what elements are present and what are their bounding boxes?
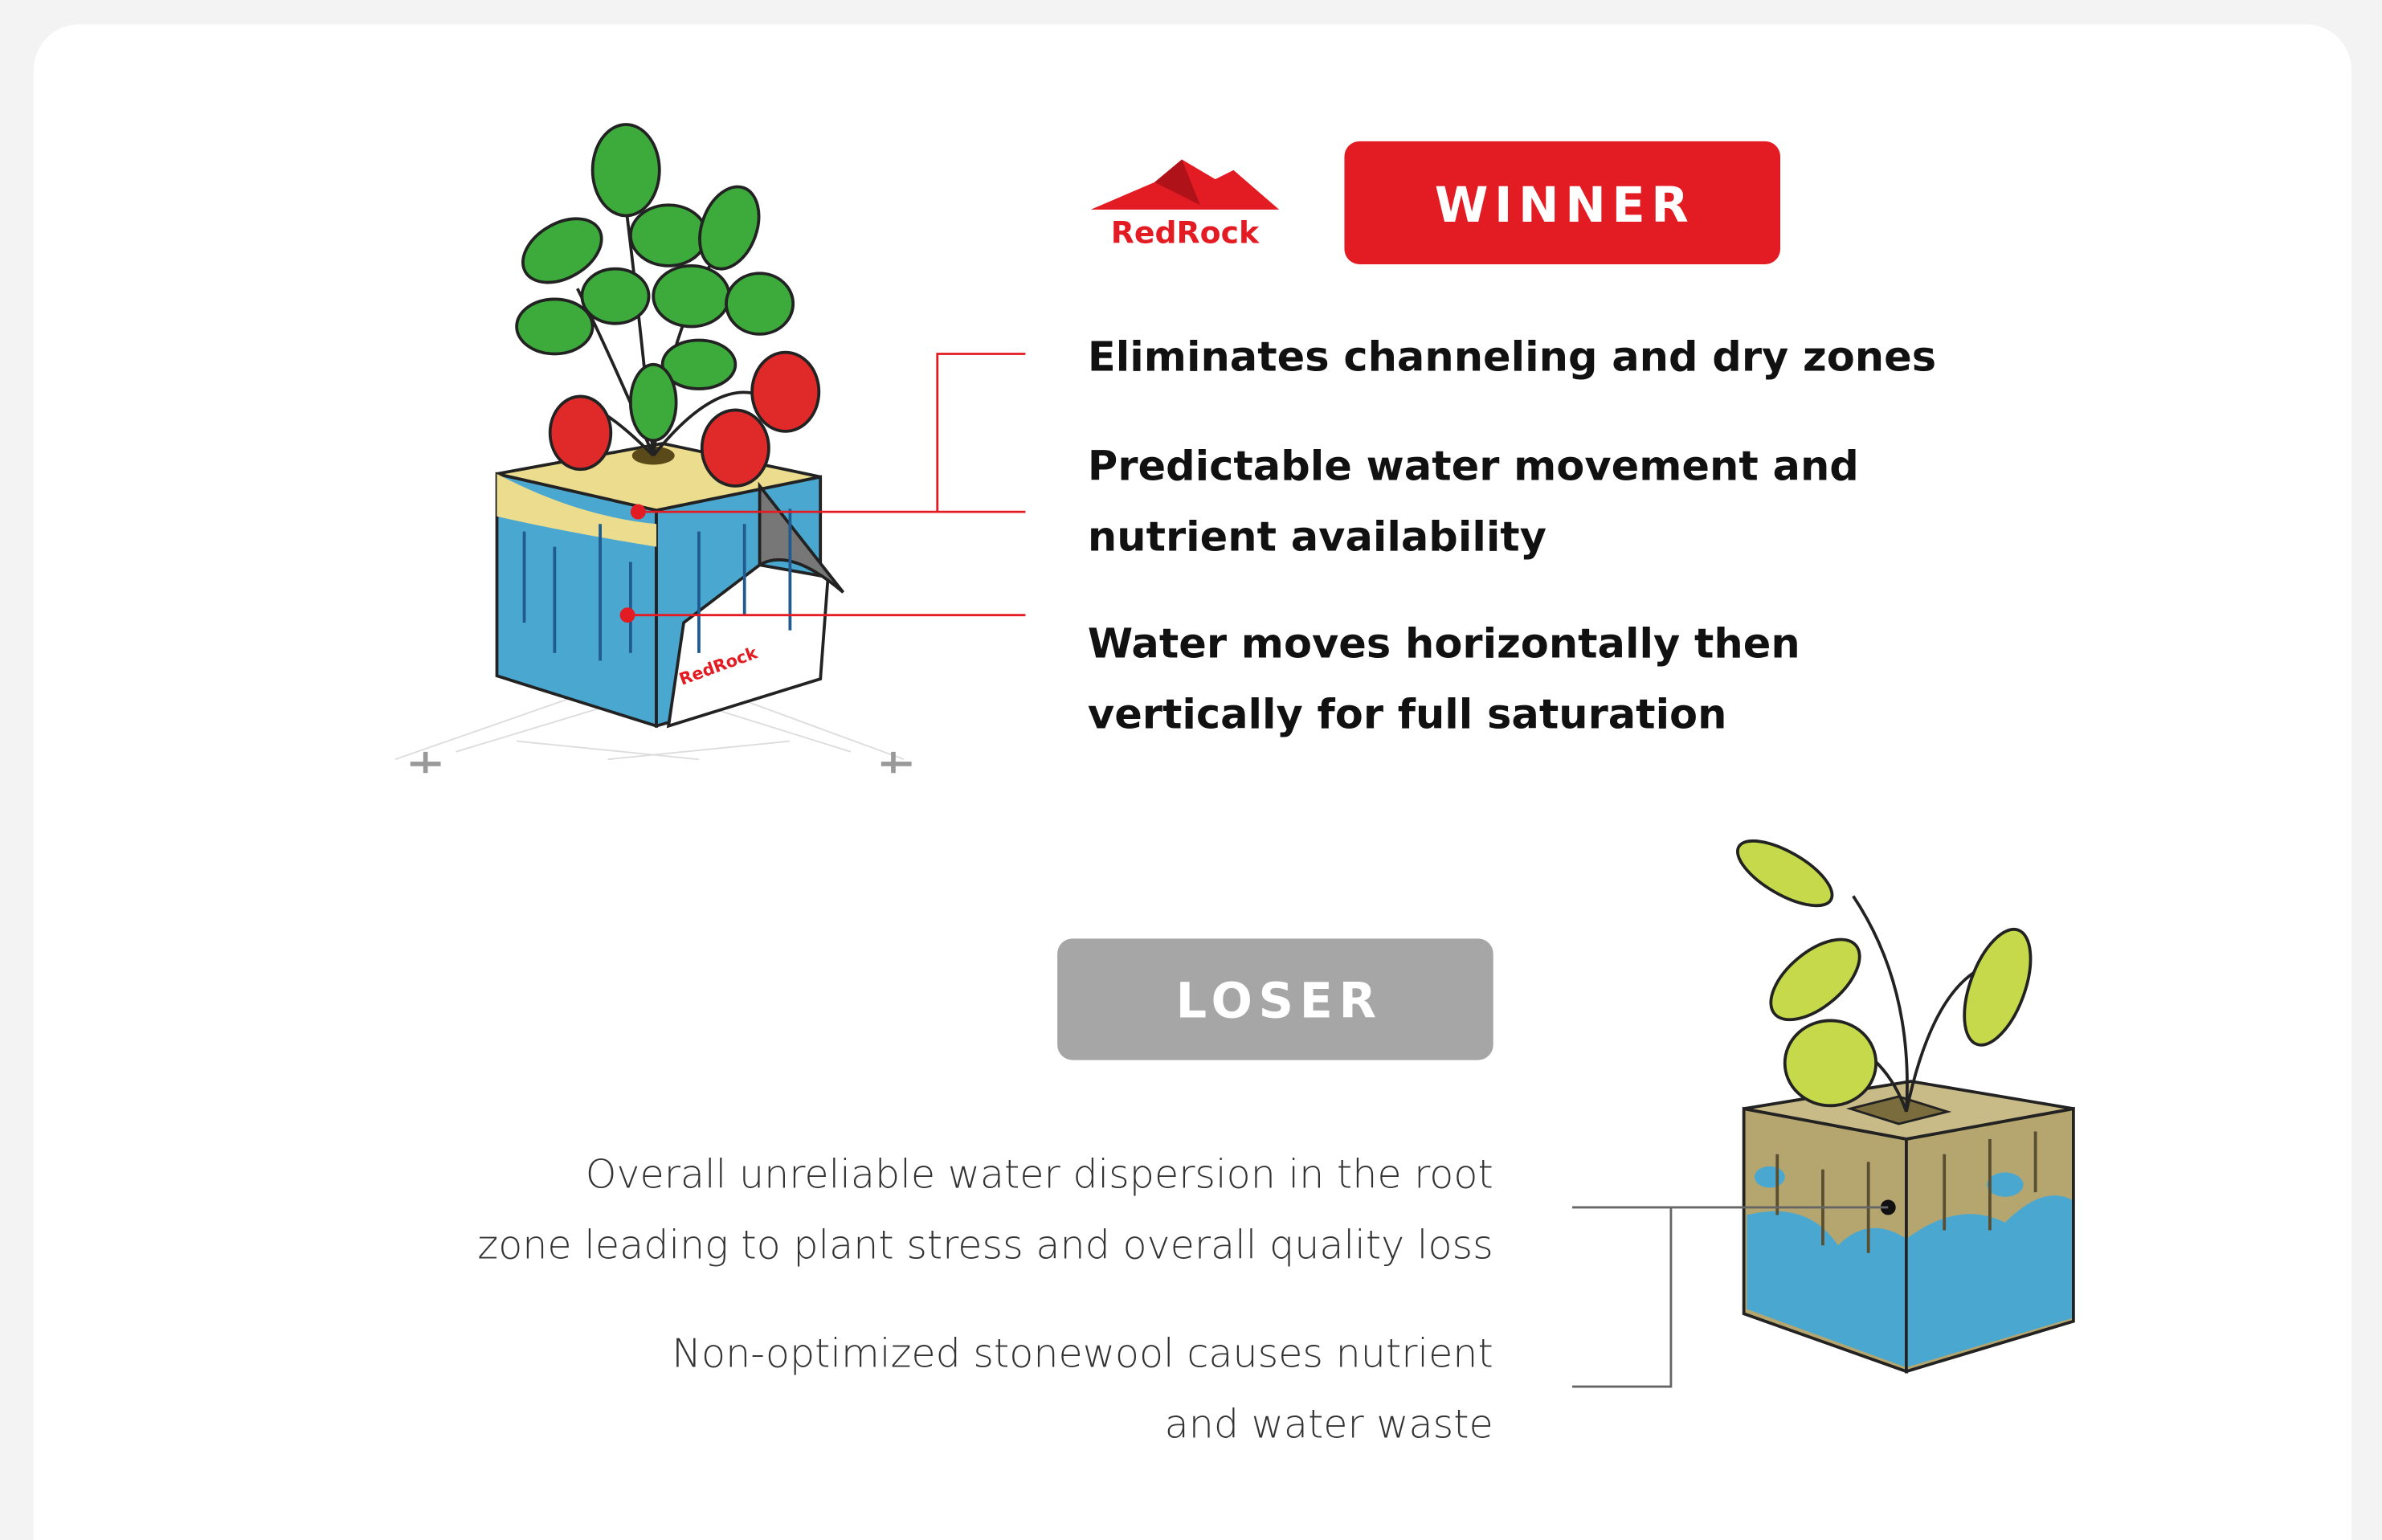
page: RedRock RedRock	[0, 0, 2382, 1540]
loser-point: zone leading to plant stress and overall…	[477, 1221, 1493, 1268]
winner-point: Water moves horizontally then	[1088, 621, 1800, 668]
logo-text: RedRock	[1111, 214, 1260, 250]
loser-point: Non-optimized stonewool causes nutrient	[672, 1330, 1493, 1376]
winner-point: Predictable water movement and	[1088, 443, 1859, 490]
loser-point: and water waste	[1165, 1400, 1493, 1447]
winner-badge-text: WINNER	[1435, 178, 1695, 234]
loser-point: Overall unreliable water dispersion in t…	[586, 1150, 1493, 1197]
winner-point: vertically for full saturation	[1088, 692, 1727, 739]
winner-point: nutrient availability	[1088, 513, 1546, 561]
infographic: RedRock RedRock	[0, 0, 2382, 1540]
winner-point: Eliminates channeling and dry zones	[1088, 333, 1936, 381]
loser-badge-text: LOSER	[1176, 974, 1383, 1030]
